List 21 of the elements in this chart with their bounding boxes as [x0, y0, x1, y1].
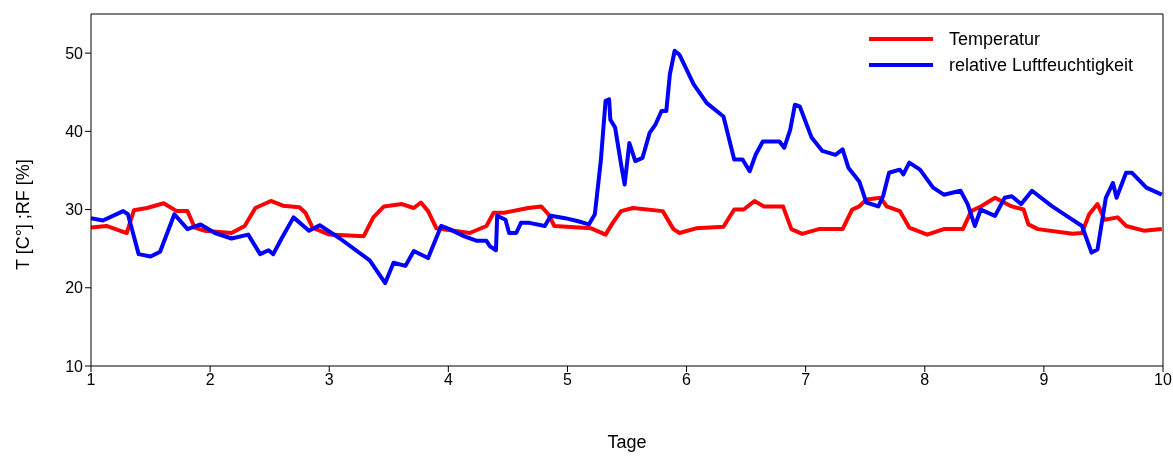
- x-tick-label: 1: [86, 371, 96, 389]
- x-tick-label: 2: [205, 371, 215, 389]
- line-series: [91, 48, 1163, 286]
- x-tick-label: 7: [801, 371, 811, 389]
- line-series: [91, 195, 1163, 239]
- legend-label: Temperatur: [948, 28, 1040, 50]
- x-tick-label: 4: [443, 371, 453, 389]
- x-axis-title: Tage: [607, 432, 647, 452]
- x-tick-label: 8: [920, 371, 930, 389]
- x-tick-label: 10: [1154, 371, 1172, 389]
- y-tick-label: 10: [65, 357, 84, 375]
- x-tick-label: 5: [562, 371, 572, 389]
- x-tick-label: 3: [324, 371, 334, 389]
- y-tick-label: 30: [65, 201, 84, 219]
- y-tick-label: 40: [65, 123, 84, 141]
- legend-label: relative Luftfeuchtigkeit: [948, 54, 1133, 76]
- y-tick-label: 20: [65, 279, 84, 297]
- y-tick-label: 50: [65, 44, 84, 62]
- y-axis-title: T [C°] ;RF [%]: [13, 159, 34, 270]
- x-tick-label: 9: [1039, 371, 1049, 389]
- x-tick-label: 6: [682, 371, 692, 389]
